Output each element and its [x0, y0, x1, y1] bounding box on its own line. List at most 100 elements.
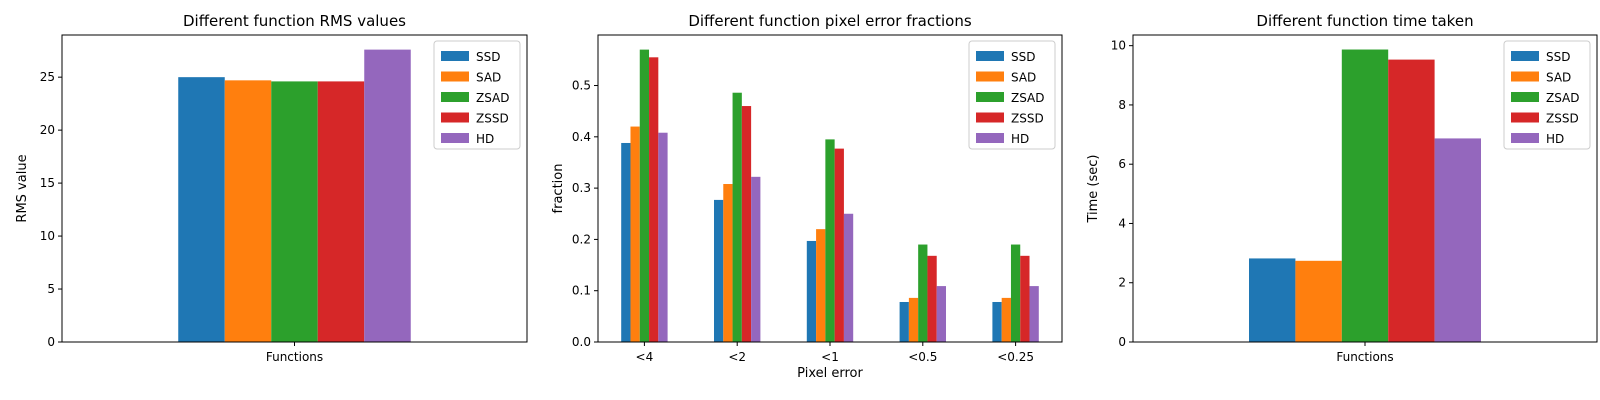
x-tick-label: <0.25 — [997, 350, 1034, 364]
bar-hd-0 — [364, 49, 411, 343]
y-tick-label: 0.5 — [572, 79, 591, 93]
legend-label-ssd: SSD — [1011, 50, 1035, 64]
y-tick-label: 10 — [40, 229, 55, 243]
legend-label-hd: HD — [1011, 132, 1029, 146]
bar-zsad-0 — [271, 81, 318, 343]
legend-label-zsad: ZSAD — [476, 91, 510, 105]
bar-zsad-0 — [1341, 49, 1389, 343]
legend-label-hd: HD — [476, 132, 494, 146]
chart-panel-2: 0.0 0.1 0.2 0.3 0.4 0.5 <4 <2 <1 <0.5 <0.25 Differe… — [551, 12, 1063, 381]
legend-label-zssd: ZSSD — [1546, 112, 1579, 126]
legend-swatch-zssd — [1511, 112, 1539, 123]
y-tick-label: 2 — [1118, 276, 1126, 290]
bar-zssd-0 — [1388, 59, 1435, 342]
bar-zssd-4 — [1020, 255, 1030, 342]
bar-zsad-1 — [732, 92, 742, 343]
bar-sad-0 — [630, 126, 640, 342]
bar-zssd-3 — [927, 255, 937, 342]
y-tick-label: 0 — [1118, 335, 1126, 349]
y-tick-label: 0.1 — [572, 284, 591, 298]
y-tick-label: 0.2 — [572, 232, 591, 246]
bar-sad-3 — [908, 297, 919, 342]
bar-ssd-0 — [178, 77, 225, 342]
bar-zssd-0 — [317, 81, 365, 343]
legend-label-zssd: ZSSD — [1011, 112, 1044, 126]
legend-swatch-sad — [976, 71, 1004, 82]
y-axis-label: RMS value — [15, 154, 30, 222]
y-tick-label: 8 — [1118, 98, 1126, 112]
chart-title: Different function RMS values — [183, 12, 406, 30]
legend-label-ssd: SSD — [476, 50, 500, 64]
y-tick-label: 25 — [40, 70, 55, 84]
bar-ssd-4 — [992, 301, 1002, 342]
bar-zsad-3 — [918, 244, 928, 342]
legend-label-sad: SAD — [1546, 71, 1571, 85]
bar-hd-1 — [751, 176, 761, 342]
y-tick-label: 20 — [40, 123, 55, 137]
x-tick-label: <0.5 — [908, 350, 937, 364]
bar-sad-0 — [224, 80, 272, 342]
y-tick-label: 0 — [47, 335, 55, 349]
bar-zsad-4 — [1010, 244, 1021, 342]
legend-swatch-zsad — [1511, 92, 1539, 102]
legend-swatch-sad — [1511, 71, 1539, 82]
y-tick-label: 10 — [1111, 39, 1126, 53]
x-tick-label: <2 — [728, 350, 746, 364]
y-tick-label: 5 — [47, 282, 55, 296]
bar-sad-2 — [816, 229, 826, 342]
y-tick-label: 0.0 — [572, 335, 591, 349]
bar-zssd-2 — [834, 148, 844, 342]
chart-title: Different function time taken — [1256, 12, 1473, 30]
legend-label-sad: SAD — [476, 71, 501, 85]
legend-label-hd: HD — [1546, 132, 1564, 146]
bar-hd-3 — [936, 286, 946, 342]
bar-hd-4 — [1029, 286, 1039, 342]
legend-swatch-ssd — [441, 51, 469, 61]
y-tick-label: 15 — [40, 176, 55, 190]
y-tick-label: 0.3 — [572, 181, 591, 195]
bar-zssd-0 — [649, 57, 659, 343]
bar-ssd-2 — [806, 240, 817, 342]
y-axis-label: Time (sec) — [1086, 154, 1101, 223]
bar-ssd-3 — [899, 301, 909, 342]
legend: SSD SAD ZSAD ZSSD HD — [433, 40, 521, 150]
bar-sad-0 — [1295, 260, 1342, 342]
y-tick-label: 0.4 — [572, 130, 591, 144]
legend-label-ssd: SSD — [1546, 50, 1570, 64]
bar-ssd-0 — [1249, 258, 1296, 342]
legend-label-zsad: ZSAD — [1546, 91, 1580, 105]
legend-label-zssd: ZSSD — [476, 112, 509, 126]
x-tick-label: Functions — [1336, 350, 1393, 364]
legend-swatch-sad — [441, 71, 469, 82]
chart-panel-1: 0 5 10 15 20 25 Functions Different function RM… — [15, 12, 528, 364]
chart-panel-3: 0 2 4 6 8 10 Functions Different function time … — [1086, 12, 1598, 364]
bar-sad-4 — [1001, 297, 1011, 342]
legend-swatch-ssd — [1511, 51, 1539, 61]
y-axis-label: fraction — [551, 164, 566, 214]
legend-label-sad: SAD — [1011, 71, 1036, 85]
chart-title: Different function pixel error fractions — [688, 12, 972, 30]
legend-swatch-zsad — [976, 92, 1004, 102]
legend-swatch-hd — [1511, 133, 1539, 143]
legend: SSD SAD ZSAD ZSSD HD — [968, 40, 1056, 150]
legend-swatch-ssd — [976, 51, 1004, 61]
bar-zsad-0 — [639, 49, 650, 343]
y-tick-label: 4 — [1118, 216, 1126, 230]
bar-ssd-0 — [621, 142, 631, 342]
bar-ssd-1 — [714, 199, 724, 342]
legend-swatch-hd — [976, 133, 1004, 143]
bar-hd-0 — [658, 132, 668, 342]
x-axis-label: Pixel error — [797, 366, 863, 381]
x-tick-label: Functions — [266, 350, 323, 364]
bar-sad-1 — [723, 184, 733, 342]
legend-swatch-zssd — [976, 112, 1004, 123]
y-tick-label: 6 — [1118, 157, 1126, 171]
bar-zssd-1 — [741, 106, 752, 342]
x-tick-label: <4 — [636, 350, 654, 364]
x-tick-label: <1 — [821, 350, 839, 364]
bar-zsad-2 — [825, 139, 835, 342]
legend-swatch-zssd — [441, 112, 469, 123]
legend-swatch-hd — [441, 133, 469, 143]
bar-hd-0 — [1434, 138, 1481, 342]
